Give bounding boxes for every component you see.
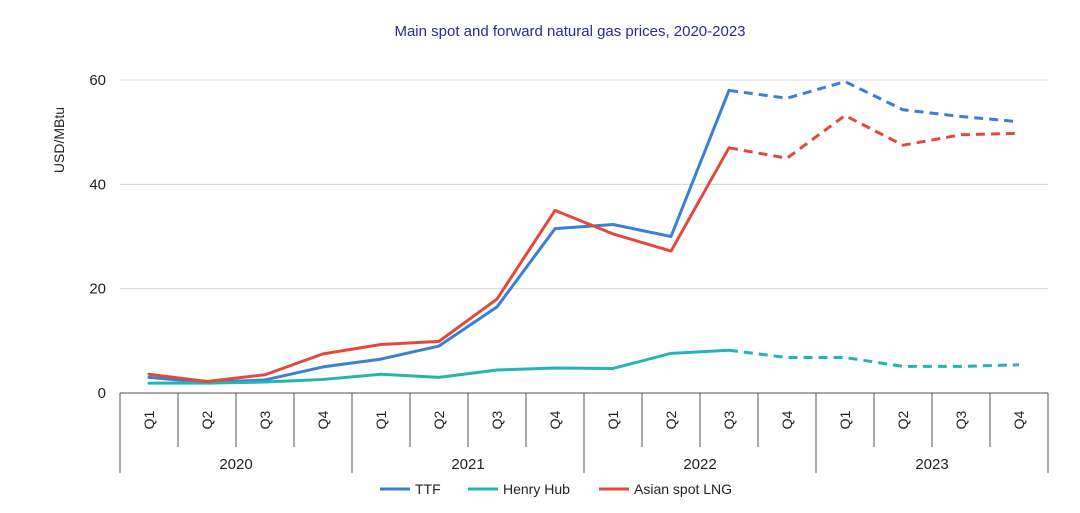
x-tick-label: Q4 xyxy=(315,410,331,429)
y-tick-label: 40 xyxy=(89,176,106,193)
series-line-actual xyxy=(147,348,731,385)
x-tick-label: Q2 xyxy=(895,410,911,429)
legend-label: Henry Hub xyxy=(503,481,570,497)
x-year-label: 2021 xyxy=(451,456,484,473)
y-tick-label: 60 xyxy=(89,72,106,89)
legend-label: Asian spot LNG xyxy=(634,481,732,497)
series-line-actual xyxy=(147,88,731,385)
x-tick-label: Q1 xyxy=(373,410,389,429)
x-year-label: 2020 xyxy=(219,456,252,473)
y-tick-label: 0 xyxy=(98,385,106,402)
x-year-label: 2022 xyxy=(683,456,716,473)
x-tick-label: Q3 xyxy=(257,410,273,429)
y-tick-labels: 0 20 40 60 xyxy=(89,72,106,402)
series-line-forecast xyxy=(728,348,1020,368)
legend-label: TTF xyxy=(415,481,441,497)
series-lines xyxy=(147,80,1020,385)
x-tick-label: Q2 xyxy=(663,410,679,429)
chart-title: Main spot and forward natural gas prices… xyxy=(394,23,745,40)
series-line-forecast xyxy=(728,113,1020,160)
x-tick-label: Q1 xyxy=(605,410,621,429)
x-tick-label: Q4 xyxy=(779,410,795,429)
series-line-actual xyxy=(147,146,731,384)
x-tick-label: Q3 xyxy=(489,410,505,429)
series-line-forecast xyxy=(728,80,1020,124)
x-tick-label: Q3 xyxy=(721,410,737,429)
x-tick-label: Q1 xyxy=(141,410,157,429)
y-axis-label: USD/MBtu xyxy=(51,107,67,173)
x-year-label: 2023 xyxy=(915,456,948,473)
gridlines xyxy=(120,79,1048,290)
x-tick-label: Q4 xyxy=(1011,410,1027,429)
x-axis: Q1 Q2 Q3 Q4 Q1 Q2 Q3 Q4 Q1 Q2 Q3 Q4 Q1 Q2 Q3 Q4 2020 2021… xyxy=(119,392,1049,473)
y-tick-label: 20 xyxy=(89,281,106,298)
x-tick-label: Q2 xyxy=(199,410,215,429)
x-tick-label: Q1 xyxy=(837,410,853,429)
legend: TTF Henry Hub Asian spot LNG xyxy=(380,481,732,497)
x-tick-label: Q2 xyxy=(431,410,447,429)
x-tick-label: Q3 xyxy=(953,410,969,429)
x-tick-label: Q4 xyxy=(547,410,563,429)
